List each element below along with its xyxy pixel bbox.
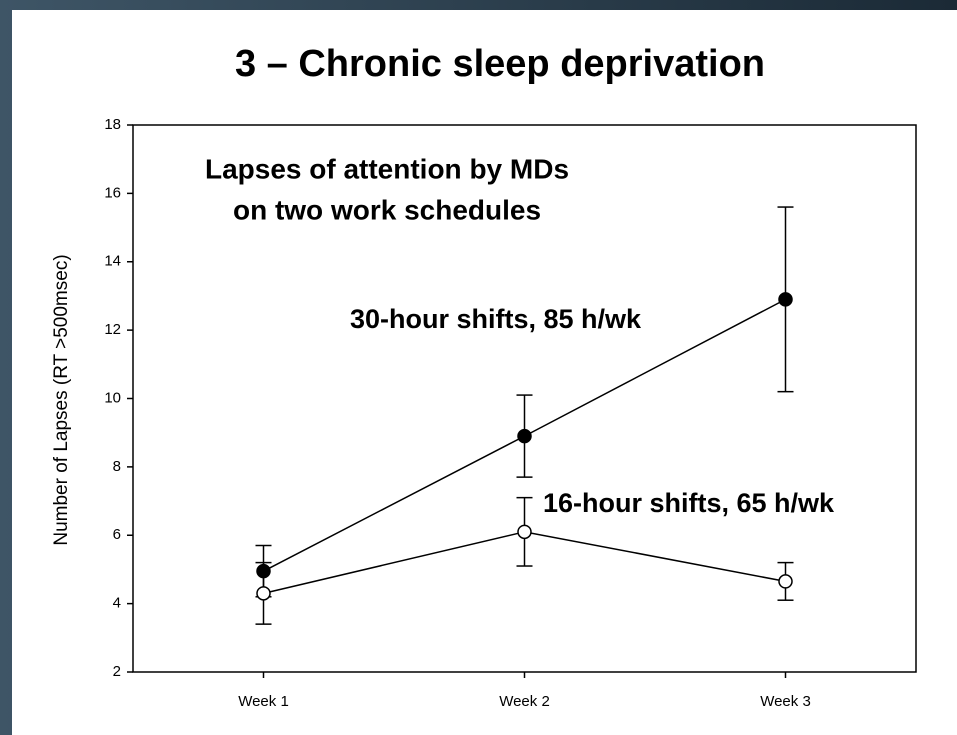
y-tick-label: 2 bbox=[113, 663, 121, 680]
x-tick-label: Week 3 bbox=[760, 693, 811, 710]
y-tick-label: 18 bbox=[104, 116, 121, 133]
marker bbox=[517, 428, 532, 444]
y-tick-label: 10 bbox=[104, 389, 121, 406]
chart-title: 3 – Chronic sleep deprivation bbox=[235, 43, 765, 85]
series-label: 16-hour shifts, 65 h/wk bbox=[543, 488, 835, 518]
marker bbox=[778, 574, 793, 589]
y-tick-label: 12 bbox=[104, 321, 121, 338]
series-label: 30-hour shifts, 85 h/wk bbox=[350, 304, 642, 334]
y-axis-label: Number of Lapses (RT >500msec) bbox=[51, 254, 72, 545]
annotation: on two work schedules bbox=[233, 194, 541, 225]
y-tick-label: 14 bbox=[104, 253, 121, 270]
marker bbox=[256, 586, 271, 601]
y-tick-label: 4 bbox=[113, 595, 121, 612]
annotation: Lapses of attention by MDs bbox=[205, 153, 569, 184]
y-tick-label: 8 bbox=[113, 458, 121, 475]
y-tick-label: 16 bbox=[104, 184, 121, 201]
x-tick-label: Week 2 bbox=[499, 693, 550, 710]
panel bbox=[12, 10, 957, 735]
x-tick-label: Week 1 bbox=[238, 693, 289, 710]
y-tick-label: 6 bbox=[113, 526, 121, 543]
marker bbox=[778, 292, 793, 307]
marker bbox=[517, 524, 532, 540]
